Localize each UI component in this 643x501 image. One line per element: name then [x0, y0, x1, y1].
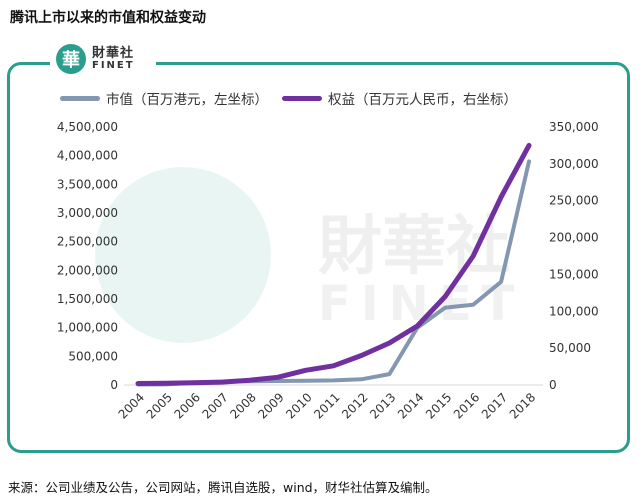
y-left-tick-label: 1,000,000 — [57, 321, 118, 335]
x-tick-label: 2012 — [339, 390, 370, 421]
x-tick-label: 2007 — [199, 390, 230, 421]
y-left-tick-label: 2,500,000 — [57, 235, 118, 249]
y-left-tick-label: 3,500,000 — [57, 177, 118, 191]
y-right-tick-label: 350,000 — [549, 120, 599, 134]
y-right-tick-label: 50,000 — [549, 341, 591, 355]
y-right-tick-label: 250,000 — [549, 194, 599, 208]
y-left-tick-label: 4,500,000 — [57, 120, 118, 134]
x-tick-label: 2017 — [479, 390, 510, 421]
x-tick-label: 2008 — [227, 390, 258, 421]
y-left-tick-label: 0 — [110, 378, 118, 392]
x-tick-label: 2005 — [144, 390, 175, 421]
logo-mark-icon: 華 — [56, 44, 86, 74]
y-left-tick-label: 3,000,000 — [57, 206, 118, 220]
legend-swatch-equity — [282, 95, 322, 101]
y-right-tick-label: 200,000 — [549, 231, 599, 245]
x-tick-label: 2010 — [283, 390, 314, 421]
x-tick-label: 2018 — [507, 390, 538, 421]
x-tick-label: 2011 — [311, 390, 342, 421]
y-left-tick-label: 2,000,000 — [57, 263, 118, 277]
legend: 市值（百万港元，左坐标） 权益（百万元人民币，右坐标） — [60, 88, 517, 108]
x-tick-label: 2009 — [255, 390, 286, 421]
y-right-tick-label: 0 — [549, 378, 557, 392]
series-line-market-cap — [136, 159, 531, 387]
legend-item-market-cap: 市值（百万港元，左坐标） — [60, 88, 268, 108]
legend-swatch-market-cap — [60, 95, 100, 101]
x-tick-label: 2006 — [172, 390, 203, 421]
legend-item-equity: 权益（百万元人民币，右坐标） — [282, 88, 517, 108]
y-left-tick-label: 500,000 — [68, 349, 118, 363]
y-right-tick-label: 100,000 — [549, 304, 599, 318]
logo-name-cn: 財華社 — [92, 45, 135, 61]
x-tick-label: 2004 — [116, 390, 147, 421]
x-tick-label: 2014 — [395, 390, 426, 421]
y-right-tick-label: 300,000 — [549, 157, 599, 171]
y-left-tick-label: 4,000,000 — [57, 149, 118, 163]
logo-name-en: FINET — [92, 59, 135, 71]
source-note: 来源：公司业绩及公告，公司网站，腾讯自选股，wind，财华社估算及编制。 — [8, 480, 438, 495]
logo: 華 財華社 FINET — [50, 40, 156, 78]
legend-label-equity: 权益（百万元人民币，右坐标） — [328, 92, 517, 108]
legend-label-market-cap: 市值（百万港元，左坐标） — [106, 92, 268, 108]
y-left-tick-label: 1,500,000 — [57, 292, 118, 306]
x-tick-label: 2013 — [367, 390, 398, 421]
x-tick-label: 2015 — [423, 390, 454, 421]
series-line-equity — [135, 142, 532, 386]
y-right-tick-label: 150,000 — [549, 267, 599, 281]
x-tick-label: 2016 — [451, 390, 482, 421]
page-title: 腾讯上市以来的市值和权益变动 — [10, 10, 206, 26]
chart-frame — [7, 62, 630, 453]
